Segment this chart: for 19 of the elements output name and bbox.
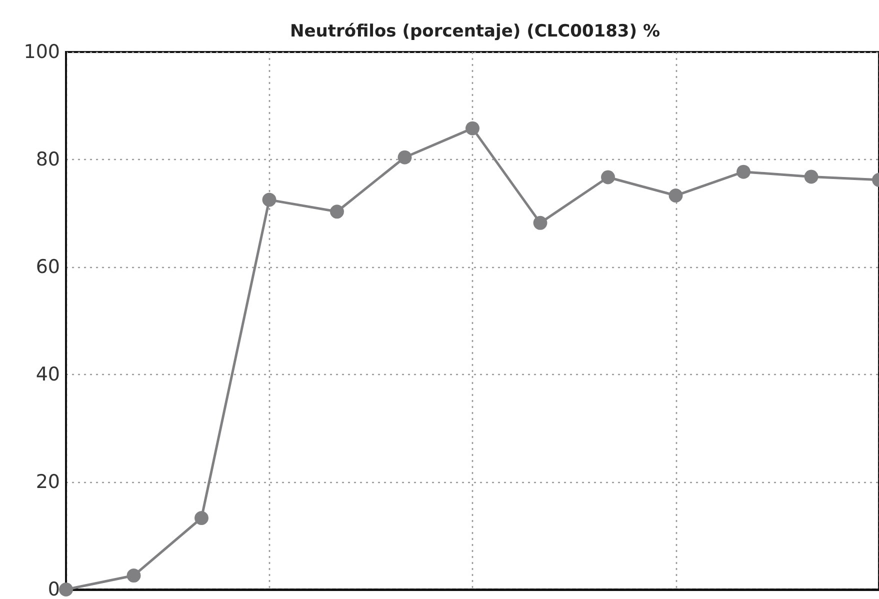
y-tick-label: 60 [36,256,60,278]
y-tick-label: 100 [24,41,60,63]
point [262,192,276,207]
point [601,170,615,184]
point [533,216,548,230]
point [59,582,73,596]
point [736,164,750,179]
y-tick-label: 0 [48,578,60,599]
y-tick-label: 20 [36,471,60,493]
point [126,568,141,583]
point [668,188,683,203]
point [804,170,818,184]
chart-title: Neutrófilos (porcentaje) (CLC00183) % [290,22,660,42]
y-tick-label: 80 [36,148,60,170]
point [398,150,412,164]
point [194,511,208,526]
point [466,121,480,136]
y-tick-label: 40 [36,364,60,386]
point [330,204,344,219]
